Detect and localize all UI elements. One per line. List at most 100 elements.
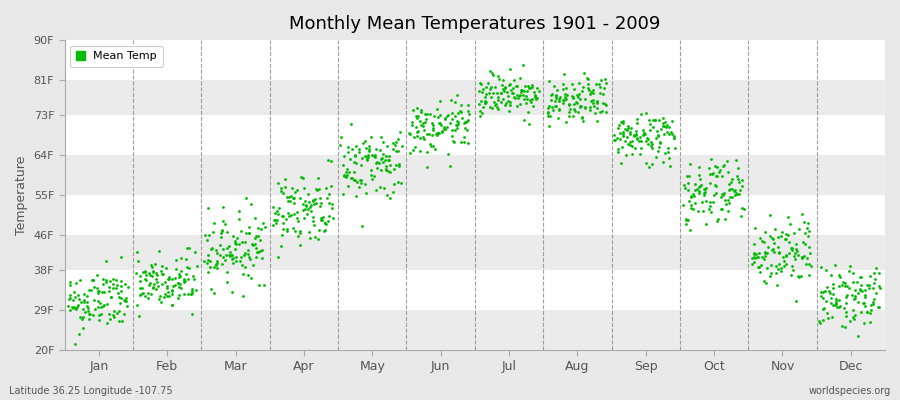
Point — [853, 286, 868, 292]
Point — [638, 138, 652, 144]
Point — [817, 305, 832, 312]
Point — [652, 138, 667, 145]
Point — [580, 81, 595, 87]
Point — [815, 306, 830, 312]
Point — [216, 218, 230, 224]
Point — [485, 70, 500, 76]
Point — [577, 70, 591, 76]
Point — [443, 120, 457, 126]
Point — [858, 292, 872, 298]
Point — [569, 99, 583, 105]
Point — [283, 193, 297, 200]
Point — [703, 170, 717, 177]
Point — [281, 210, 295, 216]
Point — [794, 273, 808, 279]
Point — [543, 113, 557, 119]
Point — [343, 120, 357, 127]
Point — [315, 217, 329, 223]
Point — [800, 225, 814, 231]
Point — [367, 152, 382, 158]
Point — [570, 100, 584, 106]
Point — [80, 303, 94, 309]
Point — [377, 185, 392, 192]
Point — [253, 236, 267, 243]
Point — [171, 280, 185, 286]
Point — [680, 217, 694, 224]
Point — [734, 182, 749, 189]
Point — [842, 284, 856, 291]
Point — [239, 194, 254, 201]
Point — [380, 192, 394, 198]
Point — [410, 115, 425, 122]
Point — [858, 302, 872, 309]
Point — [802, 244, 816, 250]
Point — [440, 111, 454, 118]
Point — [644, 141, 659, 148]
Point — [484, 84, 499, 90]
Point — [854, 309, 868, 316]
Title: Monthly Mean Temperatures 1901 - 2009: Monthly Mean Temperatures 1901 - 2009 — [289, 15, 661, 33]
Point — [76, 325, 90, 331]
Point — [441, 151, 455, 158]
Point — [620, 141, 634, 148]
Point — [432, 98, 446, 104]
Point — [842, 318, 857, 324]
Point — [662, 130, 676, 137]
Point — [106, 308, 121, 314]
Point — [496, 96, 510, 102]
Point — [473, 98, 488, 104]
Point — [266, 204, 280, 210]
Point — [680, 173, 695, 180]
Point — [623, 139, 637, 145]
Point — [595, 108, 609, 114]
Point — [70, 304, 85, 310]
Point — [477, 98, 491, 104]
Point — [850, 290, 865, 296]
Point — [790, 248, 805, 254]
Point — [445, 116, 459, 123]
Point — [829, 300, 843, 306]
Point — [347, 168, 362, 175]
Point — [275, 226, 290, 232]
Point — [541, 109, 555, 116]
Point — [867, 270, 881, 276]
Point — [376, 150, 391, 157]
Point — [650, 128, 664, 135]
Point — [769, 270, 783, 276]
Point — [392, 161, 406, 167]
Point — [138, 276, 152, 283]
Point — [365, 152, 380, 158]
Point — [158, 279, 172, 286]
Point — [555, 100, 570, 106]
Point — [509, 102, 524, 109]
Point — [102, 310, 116, 317]
Point — [109, 284, 123, 291]
Point — [873, 285, 887, 291]
Point — [698, 186, 713, 192]
Point — [350, 178, 365, 185]
Point — [795, 254, 809, 260]
Point — [559, 119, 573, 126]
Point — [771, 250, 786, 256]
Point — [526, 102, 540, 109]
Point — [496, 86, 510, 93]
Point — [356, 223, 370, 229]
Point — [848, 295, 862, 302]
Point — [488, 102, 502, 108]
Point — [290, 209, 304, 215]
Point — [626, 150, 640, 157]
Point — [758, 250, 772, 256]
Point — [175, 285, 189, 292]
Point — [503, 80, 517, 87]
Point — [96, 289, 111, 296]
Point — [436, 126, 451, 132]
Point — [438, 115, 453, 122]
Point — [825, 302, 840, 308]
Point — [422, 141, 436, 147]
Point — [747, 259, 761, 266]
Point — [862, 282, 877, 288]
Point — [872, 283, 886, 290]
Point — [168, 266, 183, 272]
Point — [76, 297, 91, 304]
Text: worldspecies.org: worldspecies.org — [809, 386, 891, 396]
